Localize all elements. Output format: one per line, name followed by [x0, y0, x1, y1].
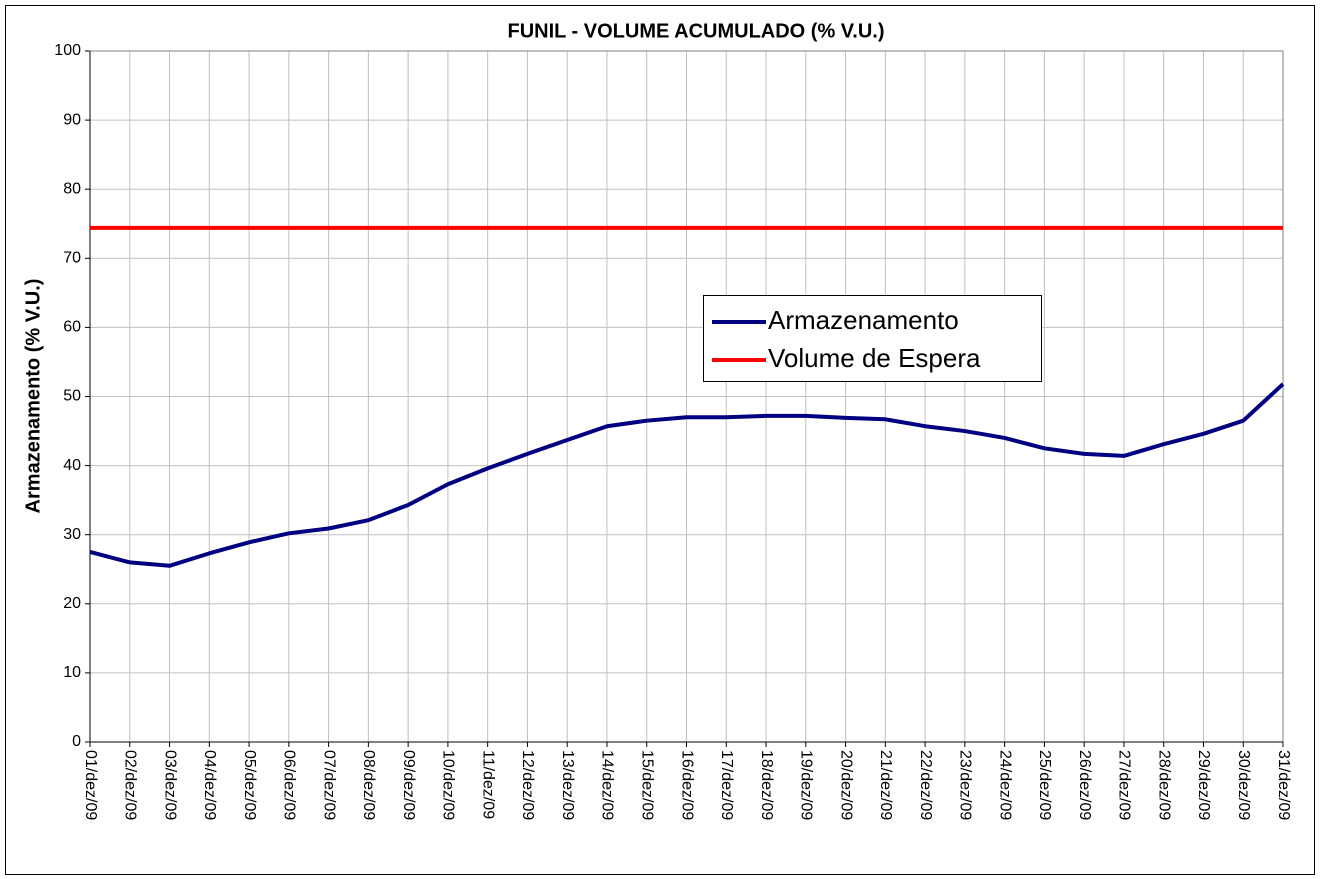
x-tick-label: 29/dez/09 — [1195, 750, 1212, 820]
x-tick-label: 05/dez/09 — [241, 750, 258, 820]
x-tick-label: 12/dez/09 — [519, 750, 536, 820]
x-tick-label: 08/dez/09 — [360, 750, 377, 820]
y-tick-label: 20 — [63, 595, 81, 612]
x-tick-label: 27/dez/09 — [1116, 750, 1133, 820]
x-tick-label: 25/dez/09 — [1036, 750, 1053, 820]
chart-title: FUNIL - VOLUME ACUMULADO (% V.U.) — [507, 20, 884, 42]
y-tick-label: 80 — [63, 180, 81, 197]
x-tick-label: 03/dez/09 — [161, 750, 178, 820]
x-tick-label: 06/dez/09 — [281, 750, 298, 820]
y-tick-label: 60 — [63, 319, 81, 336]
x-tick-label: 24/dez/09 — [996, 750, 1013, 820]
x-tick-label: 28/dez/09 — [1155, 750, 1172, 820]
x-tick-label: 01/dez/09 — [82, 750, 99, 820]
x-tick-label: 10/dez/09 — [440, 750, 457, 820]
y-tick-label: 50 — [63, 388, 81, 405]
chart-border — [5, 5, 1315, 875]
x-tick-label: 23/dez/09 — [957, 750, 974, 820]
x-tick-label: 15/dez/09 — [638, 750, 655, 820]
y-tick-label: 40 — [63, 457, 81, 474]
x-tick-label: 18/dez/09 — [758, 750, 775, 820]
legend-box — [703, 295, 1042, 382]
x-tick-label: 14/dez/09 — [599, 750, 616, 820]
x-tick-label: 13/dez/09 — [559, 750, 576, 820]
y-axis-label: Armazenamento (% V.U.) — [22, 279, 44, 514]
x-tick-label: 02/dez/09 — [122, 750, 139, 820]
series-line — [89, 382, 1285, 568]
x-tick-label: 21/dez/09 — [877, 750, 894, 820]
x-tick-label: 31/dez/09 — [1275, 750, 1292, 820]
x-tick-label: 17/dez/09 — [718, 750, 735, 820]
y-tick-label: 70 — [63, 250, 81, 267]
x-tick-label: 19/dez/09 — [798, 750, 815, 820]
x-tick-label: 22/dez/09 — [917, 750, 934, 820]
x-tick-label: 16/dez/09 — [678, 750, 695, 820]
x-tick-label: 11/dez/09 — [479, 750, 496, 819]
y-tick-label: 30 — [63, 526, 81, 543]
x-tick-label: 20/dez/09 — [837, 750, 854, 820]
y-tick-label: 10 — [63, 664, 81, 681]
y-tick-label: 0 — [72, 733, 81, 750]
x-tick-label: 09/dez/09 — [400, 750, 417, 820]
legend-label: Volume de Espera — [768, 343, 981, 373]
x-tick-label: 26/dez/09 — [1076, 750, 1093, 820]
x-tick-label: 07/dez/09 — [320, 750, 337, 820]
y-tick-label: 90 — [63, 111, 81, 128]
y-tick-label: 100 — [54, 42, 81, 59]
x-tick-label: 04/dez/09 — [201, 750, 218, 820]
x-tick-label: 30/dez/09 — [1235, 750, 1252, 820]
legend-label: Armazenamento — [768, 305, 959, 335]
